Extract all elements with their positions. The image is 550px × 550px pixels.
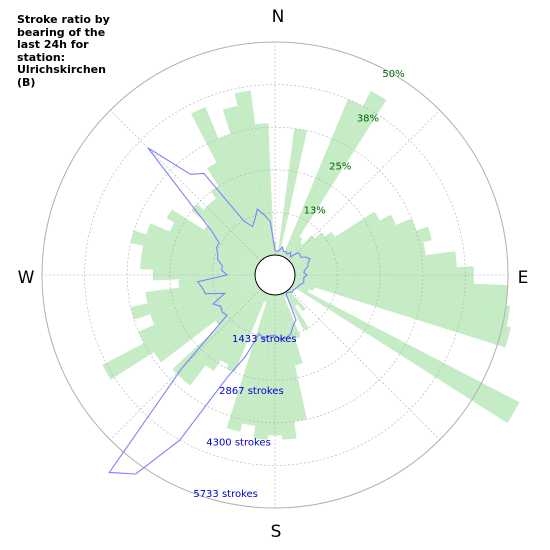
ratio-bar [267, 294, 283, 436]
strokes-line [108, 147, 311, 475]
ratio-bar [222, 105, 271, 256]
ratio-bar [191, 203, 261, 263]
center-circle [254, 254, 296, 296]
stroke-tick-label: 1433 strokes [232, 334, 297, 345]
ratio-bar [166, 209, 259, 266]
compass-label-s: S [271, 522, 282, 542]
ratio-bar [205, 290, 265, 371]
ratio-bar [153, 285, 260, 363]
ratio-bar [210, 186, 265, 260]
ratio-bar [287, 289, 306, 312]
ratio-bar [292, 214, 396, 268]
ratio-bar [282, 292, 287, 298]
grid-circle [84, 84, 466, 466]
ratio-bar [284, 291, 309, 331]
ratio-bar [277, 128, 307, 256]
ratio-tick-label: 38% [357, 113, 379, 124]
ratio-bar [180, 289, 263, 386]
ratio-bar [294, 275, 508, 306]
ratio-bar [285, 290, 298, 307]
ratio-tick-label: 25% [329, 161, 351, 172]
ratio-bar [294, 251, 457, 275]
ratio-bar [284, 90, 387, 259]
ratio-tick-label: 50% [382, 69, 404, 80]
stroke-tick-label: 5733 strokes [193, 489, 258, 500]
grid-spoke [288, 288, 440, 440]
ratio-bar [150, 281, 257, 326]
ratio-bar [275, 250, 279, 256]
ratio-bar [226, 292, 268, 373]
ratio-bar [277, 294, 307, 422]
ratio-bar [242, 294, 273, 426]
ratio-bar [255, 123, 275, 256]
ratio-bar [289, 232, 325, 263]
stroke-tick-label: 4300 strokes [206, 437, 271, 448]
ratio-bar [281, 293, 301, 339]
ratio-bar [204, 223, 260, 265]
ratio-bar [293, 218, 416, 269]
ratio-bar [253, 294, 275, 440]
polar-grid [41, 41, 509, 509]
ratio-bar [264, 293, 269, 303]
ratio-bar [130, 279, 256, 320]
ratio-bar [220, 291, 266, 365]
ratio-bar [178, 275, 256, 288]
ratio-bar [279, 294, 303, 366]
ratio-bars [102, 90, 520, 440]
ratio-bar [290, 231, 335, 265]
ratio-bar [294, 277, 511, 327]
ratio-bar [209, 198, 263, 261]
tick-labels: N E S W 13% 25% 38% 50% 1433 strokes 2867 strokes… [18, 7, 529, 542]
compass-label-e: E [518, 268, 529, 288]
ratio-bar [141, 245, 256, 273]
grid-circle [126, 126, 424, 424]
ratio-bar [291, 211, 380, 266]
ratio-bar [291, 284, 520, 424]
ratio-bar [152, 269, 256, 281]
compass-label-n: N [272, 7, 285, 27]
ratio-bar [191, 106, 268, 258]
grid-spoke [110, 110, 262, 262]
ratio-bar [138, 282, 258, 344]
ratio-bar [294, 279, 511, 348]
ratio-tick-label: 13% [304, 206, 326, 217]
ratio-bar [293, 281, 315, 291]
ratio-bar [294, 242, 426, 273]
ratio-bar [146, 223, 257, 269]
ratio-bar [226, 294, 271, 432]
ratio-bar [285, 236, 303, 260]
compass-label-w: W [18, 268, 35, 288]
ratio-bar [169, 222, 258, 268]
ratio-bar [130, 230, 256, 271]
ratio-bar [207, 162, 266, 259]
ratio-bar [282, 99, 363, 258]
ratio-bar [281, 251, 285, 257]
chart-title: Stroke ratio by bearing of the last 24h … [17, 13, 110, 89]
ratio-bar [102, 284, 259, 380]
ratio-bar [294, 226, 432, 271]
ratio-bar [275, 294, 297, 440]
ratio-bar [145, 277, 256, 304]
grid-circle [212, 212, 338, 338]
grid-spoke [110, 288, 262, 440]
grid-spoke [288, 110, 440, 262]
ratio-bar [218, 134, 269, 257]
ratio-bar [290, 285, 296, 290]
stroke-tick-label: 2867 strokes [219, 386, 284, 397]
ratio-bar [140, 257, 256, 275]
strokes-polyline [108, 147, 311, 475]
ratio-bar [292, 282, 310, 293]
